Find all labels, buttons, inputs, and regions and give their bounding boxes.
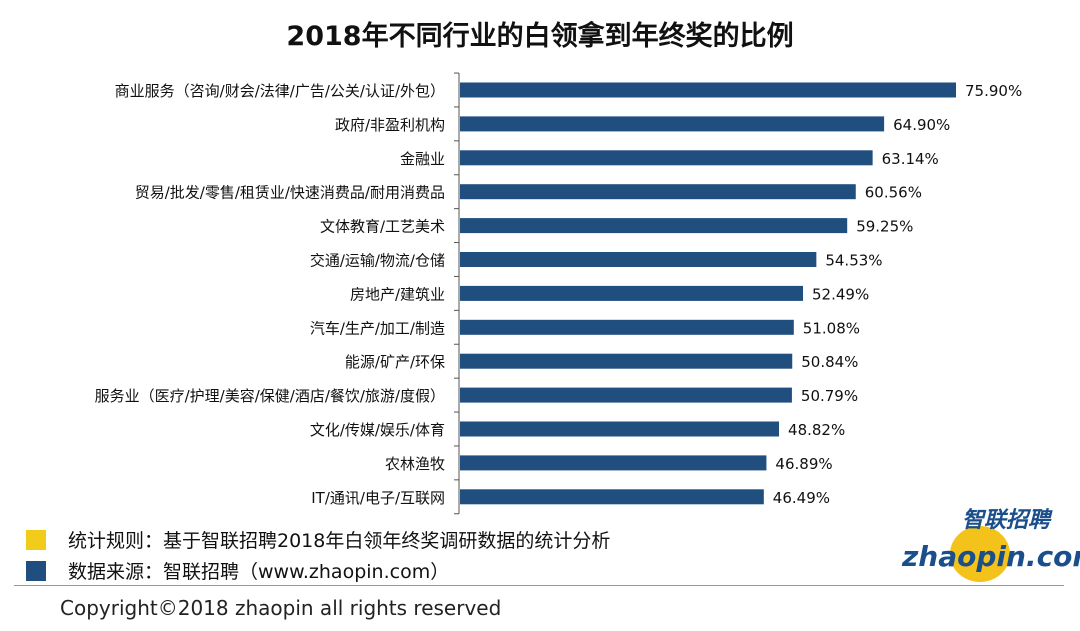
data-label: 46.49% bbox=[773, 489, 830, 507]
bar bbox=[460, 252, 817, 267]
data-label: 46.89% bbox=[775, 455, 832, 473]
data-label: 63.14% bbox=[882, 150, 939, 168]
category-label: 能源/矿产/环保 bbox=[345, 353, 445, 371]
category-label: 汽车/生产/加工/制造 bbox=[310, 319, 445, 337]
bar bbox=[460, 353, 793, 369]
data-label: 64.90% bbox=[893, 116, 950, 134]
data-label: 50.79% bbox=[801, 387, 858, 405]
bar bbox=[460, 455, 767, 471]
data-label: 75.90% bbox=[965, 82, 1022, 100]
bar bbox=[460, 116, 885, 132]
legend-item-rule: 统计规则：基于智联招聘2018年白领年终奖调研数据的统计分析 bbox=[26, 526, 610, 553]
category-label: 文化/传媒/娱乐/体育 bbox=[310, 421, 445, 439]
chart-title: 2018年不同行业的白领拿到年终奖的比例 bbox=[286, 21, 794, 52]
category-label: 文体教育/工艺美术 bbox=[320, 218, 445, 236]
data-label: 48.82% bbox=[788, 421, 845, 439]
legend-label: 数据来源：智联招聘（www.zhaopin.com） bbox=[68, 561, 450, 583]
data-label: 59.25% bbox=[856, 218, 913, 236]
category-label: 农林渔牧 bbox=[385, 455, 445, 473]
logo-circle bbox=[950, 526, 1010, 582]
legend-swatch-yellow bbox=[26, 529, 46, 550]
legend-item-source: 数据来源：智联招聘（www.zhaopin.com） bbox=[26, 557, 449, 584]
bar bbox=[460, 82, 957, 98]
category-label: IT/通讯/电子/互联网 bbox=[311, 489, 445, 507]
category-label: 政府/非盈利机构 bbox=[335, 116, 445, 134]
bar bbox=[460, 150, 873, 166]
bar bbox=[460, 285, 804, 301]
bar bbox=[460, 387, 792, 403]
category-label: 服务业（医疗/护理/美容/保健/酒店/餐饮/旅游/度假） bbox=[95, 387, 445, 405]
bar bbox=[460, 489, 764, 505]
zhaopin-logo: 智联招聘 zhaopin.com bbox=[900, 508, 1080, 582]
divider bbox=[14, 585, 1064, 586]
logo-en: zhaopin.com bbox=[902, 540, 1080, 573]
data-label: 52.49% bbox=[812, 285, 869, 303]
data-label: 51.08% bbox=[803, 319, 860, 337]
bar bbox=[460, 184, 856, 200]
bar bbox=[460, 421, 780, 437]
bar-chart: 75.90% 商业服务（咨询/财会/法律/广告/公关/认证/外包） 64.90% 政府… bbox=[95, 72, 1022, 515]
data-label: 60.56% bbox=[865, 184, 922, 202]
category-label: 商业服务（咨询/财会/法律/广告/公关/认证/外包） bbox=[115, 82, 445, 100]
data-label: 50.84% bbox=[801, 353, 858, 371]
copyright: Copyright©2018 zhaopin all rights reserv… bbox=[60, 596, 502, 620]
category-label: 交通/运输/物流/仓储 bbox=[310, 252, 445, 270]
bar bbox=[460, 218, 848, 234]
category-label: 房地产/建筑业 bbox=[350, 285, 445, 303]
data-label: 54.53% bbox=[825, 252, 882, 270]
legend-swatch-blue bbox=[26, 560, 46, 581]
logo-cn: 智联招聘 bbox=[962, 508, 1051, 533]
legend-label: 统计规则：基于智联招聘2018年白领年终奖调研数据的统计分析 bbox=[68, 530, 611, 552]
category-label: 金融业 bbox=[400, 150, 445, 168]
category-label: 贸易/批发/零售/租赁业/快速消费品/耐用消费品 bbox=[135, 184, 445, 202]
bar bbox=[460, 319, 794, 335]
